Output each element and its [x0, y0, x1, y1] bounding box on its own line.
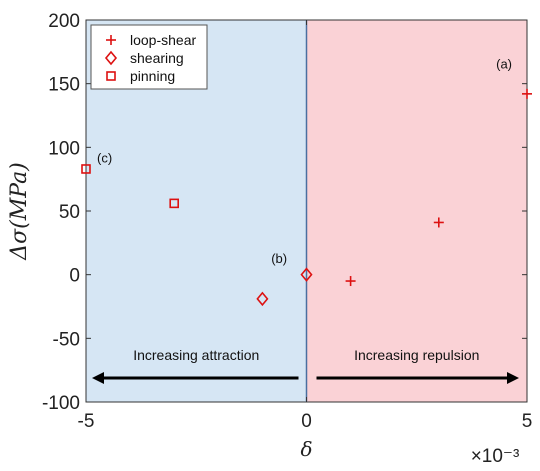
annotation-label: (a) — [496, 56, 512, 71]
loop-shear-point — [345, 276, 356, 287]
y-tick-label: 100 — [48, 138, 80, 159]
pinning-point — [81, 164, 91, 174]
x-tick-label: 0 — [301, 411, 312, 432]
region-label-1: Increasing attraction — [133, 347, 259, 363]
annotation-label: (b) — [271, 251, 287, 266]
y-tick-label: 50 — [59, 202, 80, 223]
arrow-left-head — [92, 372, 104, 384]
y-tick-label: 150 — [48, 75, 80, 96]
legend-label-shearing: shearing — [130, 50, 184, 66]
y-tick-label: 200 — [48, 11, 80, 32]
y-tick-label: -50 — [53, 329, 80, 350]
y-axis-label: Δσ(MPa) — [7, 162, 32, 261]
x-axis-label: δ — [300, 437, 312, 461]
legend-marker-loop-shear — [106, 35, 116, 45]
legend-marker-pinning — [106, 71, 116, 81]
point-annotations: (a) (b) (c) — [97, 56, 512, 266]
y-tick-label: -100 — [42, 393, 80, 414]
legend: loop-shear shearing pinning — [90, 24, 208, 90]
shearing-point — [256, 291, 269, 307]
legend-marker-shearing — [104, 50, 118, 66]
y-tick-label: 0 — [69, 266, 80, 287]
pinning-point — [169, 198, 179, 209]
region-arrows — [92, 372, 519, 384]
x-axis-exponent: ×10⁻³ — [471, 446, 520, 467]
loop-shear-point — [522, 88, 532, 99]
loop-shear-point — [433, 217, 444, 228]
shearing-point — [300, 267, 313, 282]
arrow-right-head — [507, 372, 519, 384]
x-tick-label: -5 — [78, 411, 95, 432]
legend-label-loop-shear: loop-shear — [130, 32, 196, 48]
region-label-2: Increasing repulsion — [354, 347, 479, 363]
legend-label-pinning: pinning — [130, 68, 175, 84]
x-tick-label: 5 — [522, 411, 533, 432]
annotation-label: (c) — [97, 151, 112, 166]
data-points — [81, 88, 532, 307]
region-band-2 — [306, 20, 527, 402]
